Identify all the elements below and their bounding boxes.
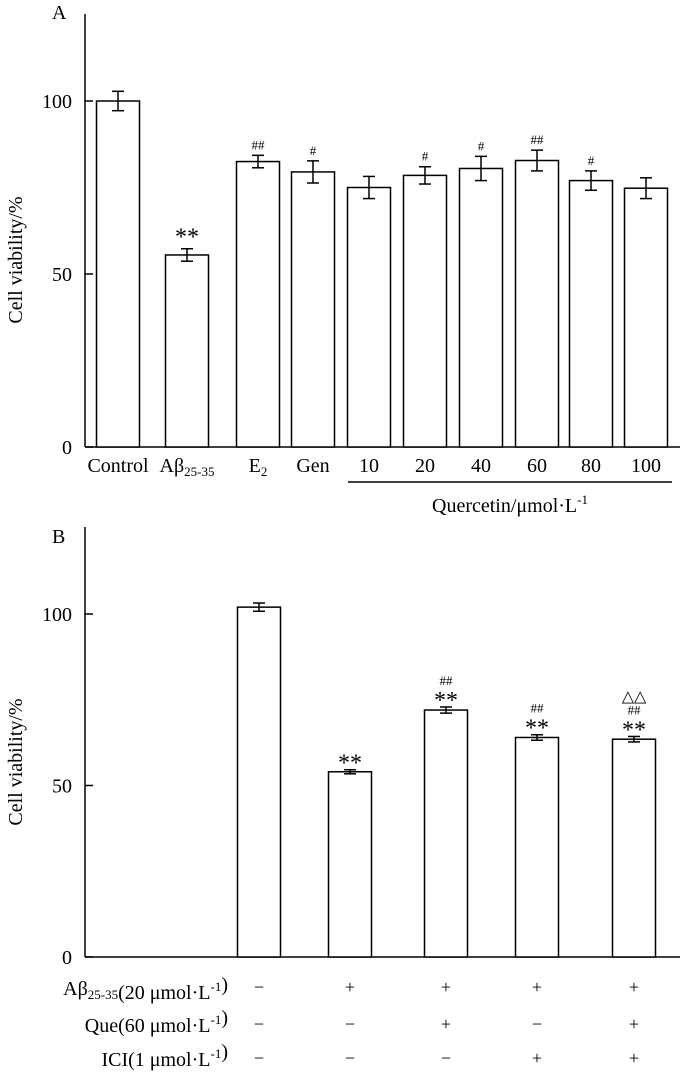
panel-a-x-tick-label: Control bbox=[87, 455, 149, 477]
panel-a-bar bbox=[235, 160, 281, 448]
panel-a-bar bbox=[95, 100, 141, 448]
panel-a-y-tick-label: 100 bbox=[42, 91, 72, 113]
panel-a-x-tick-label: 20 bbox=[415, 455, 435, 477]
panel-b-row-sign: − bbox=[345, 1048, 355, 1068]
panel-b-row-sign: + bbox=[441, 977, 451, 997]
panel-a-bar bbox=[290, 171, 336, 448]
panel-a-bar bbox=[623, 187, 669, 448]
panel-b-significance: ** bbox=[338, 751, 362, 777]
panel-b-row-sign: − bbox=[254, 977, 264, 997]
panel-b-significance: △△ bbox=[622, 688, 647, 705]
panel-b-row-sign: + bbox=[629, 1048, 639, 1068]
panel-a-y-tick-label: 50 bbox=[52, 264, 72, 286]
panel-b-row-sign: − bbox=[345, 1014, 355, 1034]
panel-b-row-sign: − bbox=[254, 1014, 264, 1034]
panel-b-row-label: ICI(1 μmol·L-1) bbox=[101, 1041, 228, 1071]
panel-a-bar bbox=[164, 254, 210, 448]
panel-a-significance: # bbox=[588, 153, 595, 168]
panel-b-bars: ****##**##**##△△ bbox=[236, 602, 657, 958]
panel-b-bar bbox=[327, 771, 373, 958]
panel-b-significance: ** bbox=[525, 716, 549, 742]
panel-a-x-tick-label: Aβ25-35 bbox=[160, 455, 215, 479]
panel-a-letter: A bbox=[52, 2, 67, 24]
panel-b-row-label: Que(60 μmol·L-1) bbox=[85, 1007, 228, 1037]
panel-b-row-sign: − bbox=[532, 1014, 542, 1034]
panel-b-y-ticks: 0 50 100 bbox=[42, 604, 93, 969]
panel-a-x-tick-label: 60 bbox=[527, 455, 547, 477]
panel-b-row-sign: + bbox=[629, 977, 639, 997]
panel-b-row-label: Aβ25-35(20 μmol·L-1) bbox=[63, 974, 228, 1004]
panel-b-significance: ## bbox=[440, 673, 454, 688]
panel-a-significance: # bbox=[478, 138, 485, 153]
panel-b-significance: ## bbox=[531, 701, 545, 716]
panel-a-significance: ** bbox=[175, 225, 199, 251]
panel-b-y-tick-label: 100 bbox=[42, 604, 72, 626]
panel-b-row-sign: + bbox=[629, 1014, 639, 1034]
panel-b-bar bbox=[514, 736, 560, 958]
panel-b-significance: ** bbox=[434, 688, 458, 714]
panel-b-significance: ** bbox=[622, 717, 646, 743]
panel-a-x-tick-labels: Control Aβ25-35 E2 Gen 10 20 40 60 80 100 bbox=[87, 455, 661, 479]
panel-a-bar bbox=[568, 179, 614, 448]
panel-a-significance: # bbox=[422, 149, 429, 164]
panel-b-y-label: Cell viability/% bbox=[5, 698, 27, 825]
panel-b-bar bbox=[236, 606, 282, 958]
panel-b-treatment-rows: Aβ25-35(20 μmol·L-1) − + + + + Que(60 μmol·L-1… bbox=[63, 974, 639, 1071]
panel-b-y-tick-label: 0 bbox=[62, 947, 72, 969]
panel-a-x-tick-label: Gen bbox=[296, 455, 329, 477]
panel-b-row-sign: − bbox=[441, 1048, 451, 1068]
panel-a-bars: **## # ## ### bbox=[95, 90, 669, 448]
panel-a-x-tick-label: 100 bbox=[631, 455, 661, 477]
panel-b-row-sign: + bbox=[345, 977, 355, 997]
panel-b-letter: B bbox=[52, 526, 65, 548]
panel-a-group-label: Quercetin/μmol·L-1 bbox=[432, 492, 588, 517]
panel-a-bar bbox=[458, 167, 504, 448]
panel-a-significance: ## bbox=[531, 132, 545, 147]
panel-a-y-tick-label: 0 bbox=[62, 437, 72, 459]
panel-a-x-tick-label: 10 bbox=[359, 455, 379, 477]
panel-b-y-tick-label: 50 bbox=[52, 776, 72, 798]
panel-a-y-ticks: 0 50 100 bbox=[42, 91, 93, 459]
panel-a-bar bbox=[514, 159, 560, 448]
panel-a-bar bbox=[402, 174, 448, 448]
panel-a-x-tick-label: 80 bbox=[581, 455, 601, 477]
panel-b-bar bbox=[423, 709, 469, 958]
panel-b-row-sign: + bbox=[532, 1048, 542, 1068]
panel-a-y-label: Cell viability/% bbox=[5, 196, 27, 323]
panel-b-row-sign: + bbox=[532, 977, 542, 997]
panel-b-row-sign: − bbox=[254, 1048, 264, 1068]
panel-b-significance: ## bbox=[628, 702, 642, 717]
panel-b-row-sign: + bbox=[441, 1014, 451, 1034]
panel-a-x-tick-label: E2 bbox=[249, 455, 268, 479]
panel-a-significance: ## bbox=[252, 137, 266, 152]
panel-b-bar bbox=[611, 738, 657, 958]
panel-a-significance: # bbox=[310, 143, 317, 158]
panel-a-bar bbox=[346, 186, 392, 448]
panel-a-x-tick-label: 40 bbox=[471, 455, 491, 477]
